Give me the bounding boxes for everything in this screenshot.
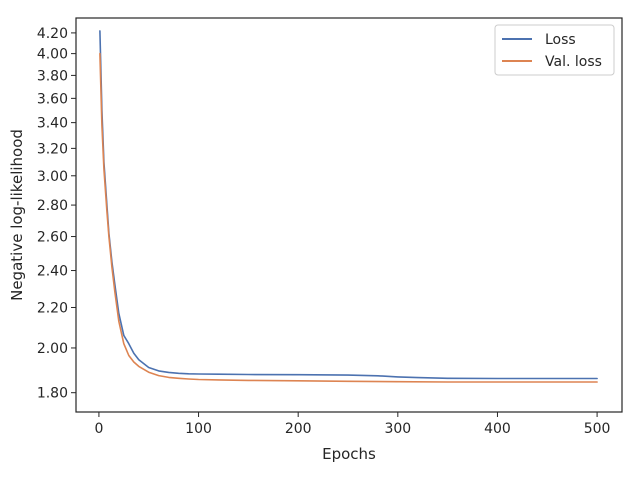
series-lines (99, 30, 598, 383)
x-tick-label: 0 (94, 421, 103, 437)
x-tick-label: 400 (484, 421, 511, 437)
y-tick-label: 4.00 (37, 47, 68, 63)
y-tick-label: 3.20 (37, 141, 68, 157)
x-tick-label: 100 (185, 421, 212, 437)
legend-label-val-loss: Val. loss (545, 54, 602, 70)
y-tick-label: 2.80 (37, 198, 68, 214)
y-tick-label: 1.80 (37, 386, 68, 402)
x-axis-label: Epochs (322, 445, 376, 463)
legend: Loss Val. loss (494, 24, 615, 76)
y-tick-label: 2.00 (37, 341, 68, 357)
y-tick-label: 3.60 (37, 91, 68, 107)
x-tick-label: 500 (584, 421, 611, 437)
y-tick-label: 2.40 (37, 264, 68, 280)
series-line-loss (99, 30, 598, 380)
y-axis-label: Negative log-likelihood (8, 129, 26, 301)
plot-frame (75, 17, 623, 413)
y-tick-label: 3.80 (37, 68, 68, 84)
y-tick-label: 4.20 (37, 26, 68, 42)
x-tick-label: 300 (384, 421, 411, 437)
legend-box (494, 24, 615, 76)
x-tick-label: 200 (285, 421, 312, 437)
series-line-val-loss (99, 52, 598, 383)
x-axis-ticks: 0 100 200 300 400 500 (94, 412, 610, 437)
y-tick-label: 2.60 (37, 230, 68, 246)
y-tick-label: 2.20 (37, 300, 68, 316)
y-axis-ticks: 1.80 2.00 2.20 2.40 2.60 2.80 3.00 3.20 3.40 3.60… (37, 26, 76, 402)
y-tick-label: 3.00 (37, 169, 68, 185)
y-tick-label: 3.40 (37, 116, 68, 132)
legend-label-loss: Loss (545, 32, 576, 48)
